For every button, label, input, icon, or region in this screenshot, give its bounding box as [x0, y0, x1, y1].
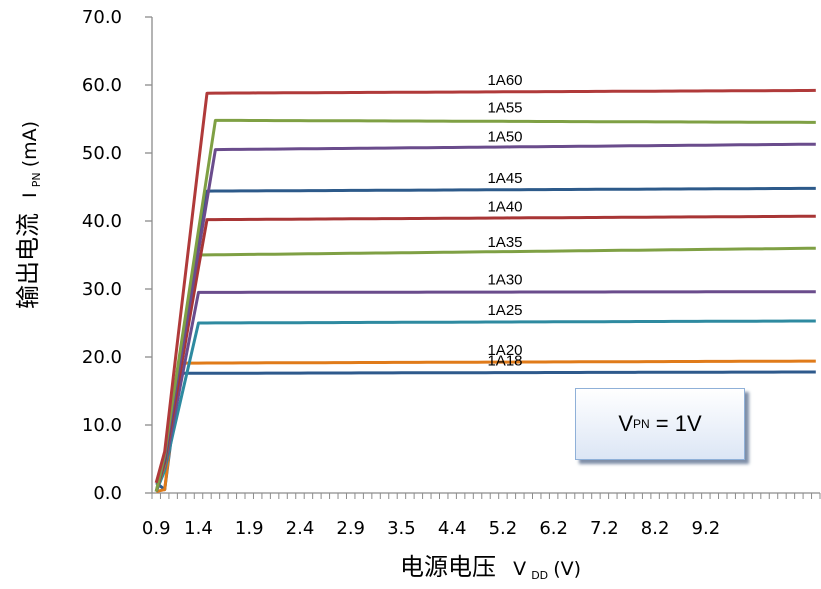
x-axis-title-unit: (V) [553, 558, 581, 580]
x-axis-title: 电源电压 V DD (V) [400, 553, 581, 583]
y-tick-label: 40.0 [82, 211, 122, 232]
series-line-1a18 [155, 370, 816, 492]
x-tick-label: 6.2 [539, 518, 568, 539]
series-line-1a20 [155, 359, 816, 494]
y-tick-label: 70.0 [82, 7, 122, 28]
x-tick-label: 3.5 [387, 518, 416, 539]
series-label-1a35: 1A35 [487, 234, 522, 251]
series-label-1a20: 1A20 [487, 342, 522, 359]
series-label-1a50: 1A50 [487, 129, 522, 146]
series-line-1a60 [154, 88, 816, 484]
x-tick-label: 7.2 [590, 518, 619, 539]
x-tick-label: 8.2 [641, 518, 670, 539]
series-label-1a30: 1A30 [487, 271, 522, 288]
y-axis-title-sub: PN [30, 172, 43, 187]
series-line-1a35 [154, 246, 816, 493]
y-tick-label: 30.0 [82, 279, 122, 300]
series-line-1a55 [154, 118, 816, 492]
annotation-var: V [618, 411, 633, 436]
x-tick-label: 4.4 [438, 518, 467, 539]
x-tick-label: 1.9 [235, 518, 264, 539]
series-label-1a25: 1A25 [487, 302, 522, 319]
series-lines [154, 88, 816, 494]
annotation-box: V PN = 1V [575, 388, 745, 460]
x-axis-title-main: 电源电压 [400, 553, 496, 581]
x-tick-label: 1.4 [184, 518, 213, 539]
series-line-1a40 [154, 214, 816, 493]
axes [145, 16, 821, 499]
x-tick-label: 0.9 [142, 518, 171, 539]
series-line-1a45 [154, 186, 816, 484]
x-tick-label: 9.2 [692, 518, 721, 539]
annotation-sub: PN [633, 417, 650, 431]
y-tick-label: 50.0 [82, 143, 122, 164]
x-axis-title-var: V [513, 558, 526, 580]
series-label-1a60: 1A60 [487, 72, 522, 89]
series-label-1a40: 1A40 [487, 199, 522, 216]
x-tick-label: 2.4 [286, 518, 315, 539]
series-line-1a30 [154, 290, 816, 484]
x-axis-title-sub: DD [531, 569, 548, 582]
series-label-1a55: 1A55 [487, 99, 522, 116]
series-line-1a25 [154, 319, 816, 493]
y-tick-labels: 0.0 10.0 20.0 30.0 40.0 50.0 60.0 70.0 [82, 7, 122, 504]
y-tick-label: 60.0 [82, 75, 122, 96]
x-tick-label: 2.9 [336, 518, 365, 539]
y-axis-title: 输出电流 I PN (mA) [14, 121, 44, 309]
x-tick-labels: 0.9 1.4 1.9 2.4 2.9 3.5 4.4 5.2 6.2 7.2 8.2 9.2 [142, 518, 720, 539]
y-axis-title-var: I [19, 192, 41, 198]
series-label-1a45: 1A45 [487, 170, 522, 187]
y-axis-title-main: 输出电流 [14, 213, 42, 309]
series-line-1a50 [154, 142, 816, 492]
annotation-value: = 1V [655, 411, 702, 436]
x-tick-label: 5.2 [489, 518, 518, 539]
series-label-1a18: 1A18 [487, 352, 522, 369]
y-tick-label: 20.0 [82, 347, 122, 368]
y-axis-title-unit: (mA) [19, 121, 41, 167]
y-tick-label: 0.0 [93, 483, 122, 504]
y-tick-label: 10.0 [82, 415, 122, 436]
